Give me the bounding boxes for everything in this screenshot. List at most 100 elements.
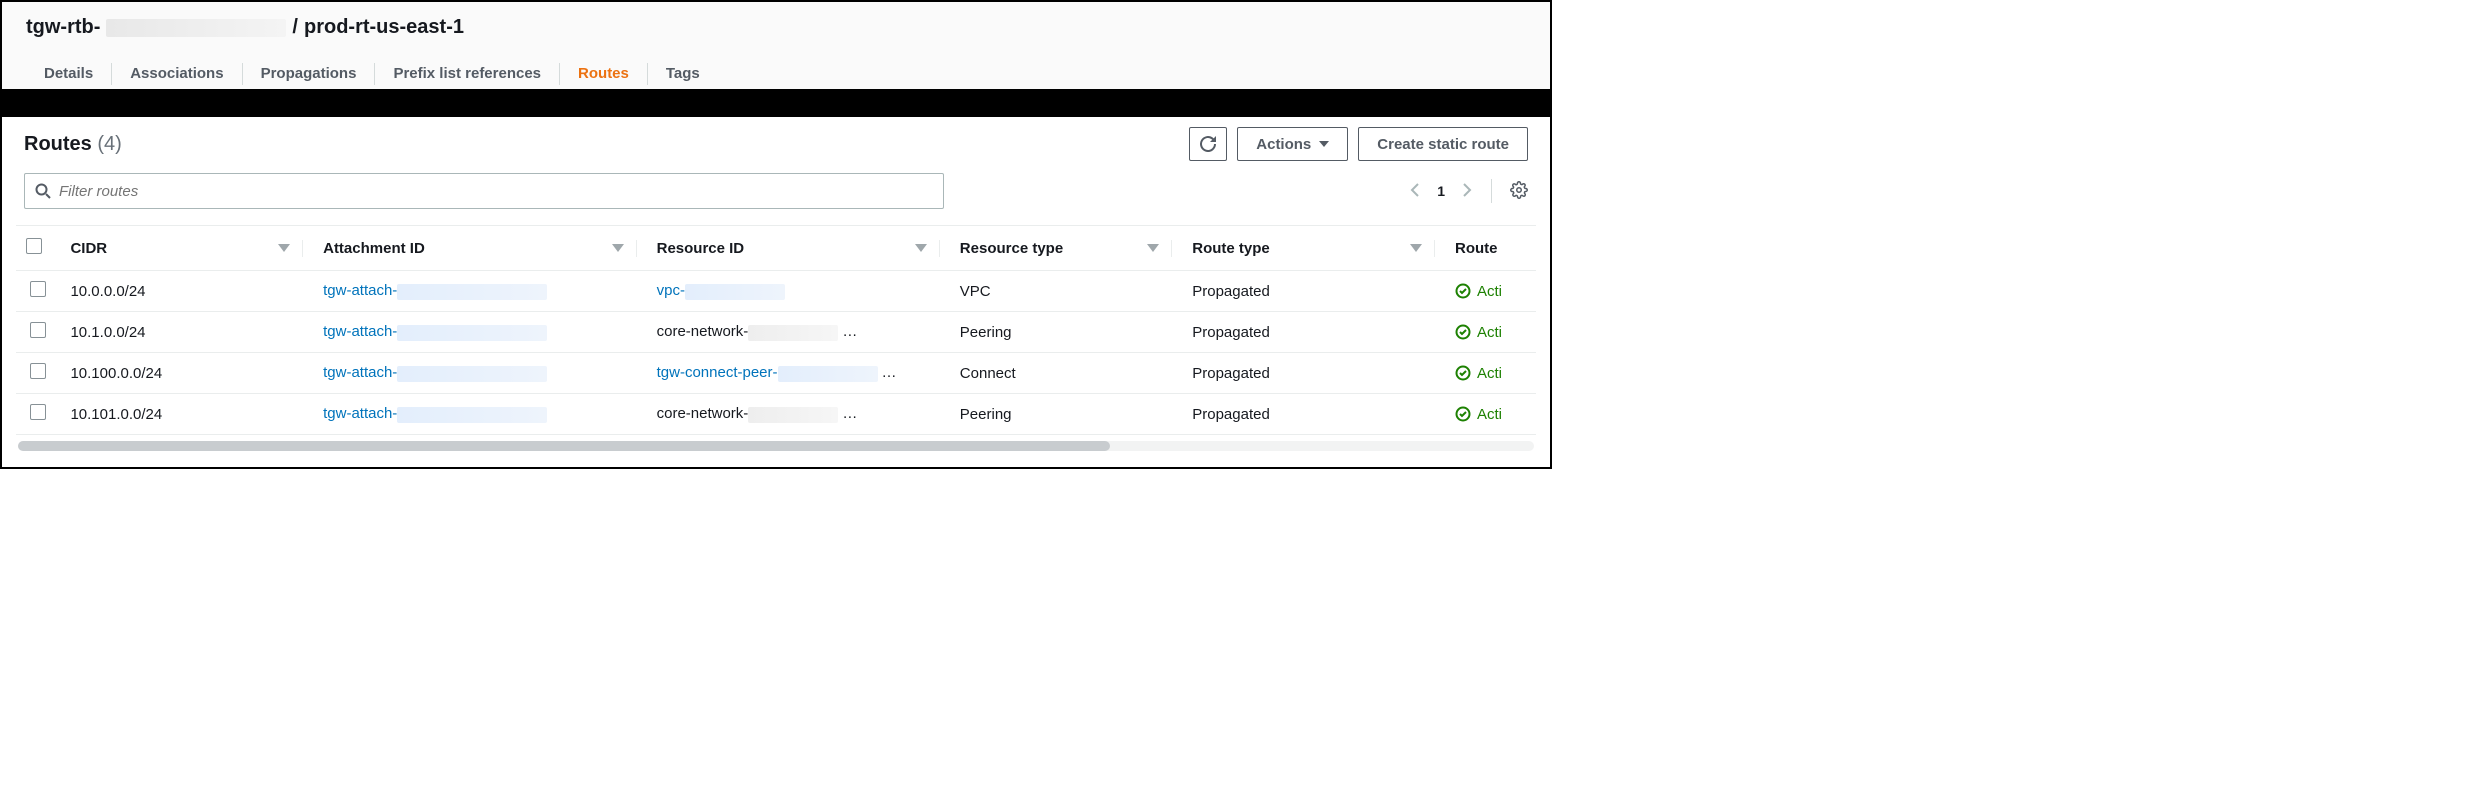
- filter-icon[interactable]: [278, 244, 290, 252]
- create-static-route-button[interactable]: Create static route: [1358, 127, 1528, 161]
- refresh-button[interactable]: [1189, 127, 1227, 161]
- check-circle-icon: [1455, 365, 1471, 381]
- cell-cidr: 10.1.0.0/24: [60, 312, 313, 353]
- col-route-state[interactable]: Route: [1455, 240, 1498, 257]
- cell-attachment: tgw-attach-: [313, 353, 647, 394]
- cell-route-type: Propagated: [1182, 353, 1445, 394]
- torn-edge-decoration: [2, 89, 1550, 117]
- cell-route-type: Propagated: [1182, 312, 1445, 353]
- redacted-id: [397, 284, 547, 300]
- filter-icon[interactable]: [612, 244, 624, 252]
- header-actions: Actions Create static route: [1189, 127, 1528, 161]
- section-header: Routes (4) Actions Create static route: [16, 121, 1536, 173]
- col-resource[interactable]: Resource ID: [657, 240, 745, 257]
- filter-icon[interactable]: [1410, 244, 1422, 252]
- check-circle-icon: [1455, 406, 1471, 422]
- content-region: Routes (4) Actions Create static route: [2, 117, 1550, 467]
- search-icon: [35, 183, 51, 199]
- tab-prefix-list[interactable]: Prefix list references: [375, 57, 559, 90]
- attachment-link[interactable]: tgw-attach-: [323, 364, 397, 381]
- scrollbar-thumb[interactable]: [18, 441, 1110, 451]
- pager-separator: [1491, 179, 1492, 203]
- redacted-id: [778, 366, 878, 382]
- pager: 1: [1409, 179, 1528, 203]
- tab-tags[interactable]: Tags: [648, 57, 718, 90]
- tab-routes[interactable]: Routes: [560, 57, 647, 90]
- row-checkbox[interactable]: [30, 281, 46, 297]
- create-label: Create static route: [1377, 136, 1509, 153]
- breadcrumb-prefix: tgw-rtb-: [26, 16, 100, 39]
- table-row: 10.101.0.0/24tgw-attach-core-network-…Pe…: [16, 394, 1536, 435]
- tab-details[interactable]: Details: [26, 57, 111, 90]
- tab-associations[interactable]: Associations: [112, 57, 241, 90]
- header-region: tgw-rtb- / prod-rt-us-east-1 Details Ass…: [2, 2, 1550, 91]
- redacted-id: [397, 407, 547, 423]
- table-row: 10.0.0.0/24tgw-attach-vpc-VPCPropagatedA…: [16, 271, 1536, 312]
- caret-down-icon: [1319, 141, 1329, 147]
- resource-link[interactable]: tgw-connect-peer-: [657, 364, 778, 381]
- col-attachment[interactable]: Attachment ID: [323, 240, 425, 257]
- breadcrumb-name: prod-rt-us-east-1: [304, 16, 464, 39]
- cell-cidr: 10.100.0.0/24: [60, 353, 313, 394]
- cell-resource: core-network-…: [647, 312, 950, 353]
- resource-link: core-network-: [657, 405, 749, 422]
- row-checkbox[interactable]: [30, 322, 46, 338]
- cell-route-type: Propagated: [1182, 271, 1445, 312]
- attachment-link[interactable]: tgw-attach-: [323, 282, 397, 299]
- cell-resource: vpc-: [647, 271, 950, 312]
- tabs: Details Associations Propagations Prefix…: [26, 57, 1526, 90]
- filter-icon[interactable]: [915, 244, 927, 252]
- cell-resource: core-network- …: [647, 394, 950, 435]
- cell-route-type: Propagated: [1182, 394, 1445, 435]
- col-resource-type[interactable]: Resource type: [960, 240, 1063, 257]
- attachment-link[interactable]: tgw-attach-: [323, 323, 397, 340]
- breadcrumb-sep: /: [292, 16, 298, 39]
- routes-table: CIDR Attachment ID Resource ID Resource …: [16, 225, 1536, 435]
- cell-attachment: tgw-attach-: [313, 271, 647, 312]
- filter-input[interactable]: [59, 183, 933, 200]
- row-checkbox[interactable]: [30, 404, 46, 420]
- cell-attachment: tgw-attach-: [313, 312, 647, 353]
- redacted-id: [397, 366, 547, 382]
- ellipsis: …: [878, 364, 897, 381]
- prev-page-button[interactable]: [1409, 181, 1421, 202]
- check-circle-icon: [1455, 283, 1471, 299]
- cell-resource-type: Peering: [950, 312, 1182, 353]
- section-title-text: Routes: [24, 133, 92, 155]
- cell-route-state: Acti: [1445, 312, 1536, 353]
- col-route-type[interactable]: Route type: [1192, 240, 1270, 257]
- section-title: Routes (4): [24, 133, 122, 156]
- row-checkbox[interactable]: [30, 363, 46, 379]
- check-circle-icon: [1455, 324, 1471, 340]
- attachment-link[interactable]: tgw-attach-: [323, 405, 397, 422]
- redacted-id: [106, 19, 286, 37]
- cell-route-state: Acti: [1445, 353, 1536, 394]
- next-page-button[interactable]: [1461, 181, 1473, 202]
- select-all-checkbox[interactable]: [26, 238, 42, 254]
- cell-resource-type: Peering: [950, 394, 1182, 435]
- cell-resource: tgw-connect-peer- …: [647, 353, 950, 394]
- redacted-id: [748, 325, 838, 341]
- ellipsis: …: [838, 405, 857, 422]
- gear-icon: [1510, 181, 1528, 199]
- filter-row: 1: [16, 173, 1536, 225]
- table-row: 10.100.0.0/24 tgw-attach-tgw-connect-peer…: [16, 353, 1536, 394]
- horizontal-scrollbar[interactable]: [18, 441, 1534, 451]
- tab-propagations[interactable]: Propagations: [243, 57, 375, 90]
- redacted-id: [685, 284, 785, 300]
- resource-link[interactable]: vpc-: [657, 282, 685, 299]
- actions-label: Actions: [1256, 136, 1311, 153]
- col-cidr[interactable]: CIDR: [70, 240, 107, 257]
- refresh-icon: [1200, 136, 1216, 152]
- filter-box[interactable]: [24, 173, 944, 209]
- resource-link: core-network-: [657, 323, 749, 340]
- cell-cidr: 10.0.0.0/24: [60, 271, 313, 312]
- redacted-id: [397, 325, 547, 341]
- filter-icon[interactable]: [1147, 244, 1159, 252]
- actions-button[interactable]: Actions: [1237, 127, 1348, 161]
- redacted-id: [748, 407, 838, 423]
- table-row: 10.1.0.0/24 tgw-attach-core-network-…Peer…: [16, 312, 1536, 353]
- section-count: (4): [97, 133, 121, 155]
- settings-button[interactable]: [1510, 181, 1528, 202]
- panel: tgw-rtb- / prod-rt-us-east-1 Details Ass…: [0, 0, 1552, 469]
